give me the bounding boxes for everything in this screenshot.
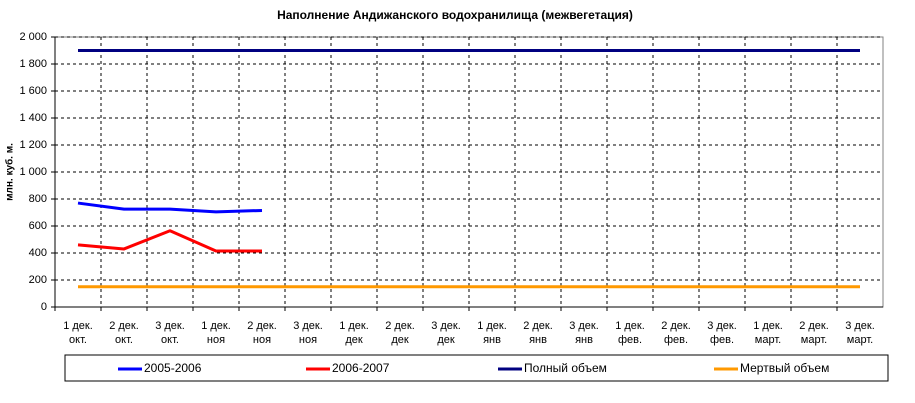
x-tick-label: 3 дек.	[569, 320, 599, 332]
y-tick-label: 1 800	[19, 58, 47, 70]
x-tick-label: фев.	[664, 334, 688, 346]
x-tick-label: 1 дек.	[63, 320, 93, 332]
x-tick-label: окт.	[115, 334, 133, 346]
x-tick-label: дек	[391, 334, 409, 346]
legend-label: Полный объем	[524, 361, 607, 375]
x-tick-label: фев.	[710, 334, 734, 346]
x-tick-label: 3 дек.	[431, 320, 461, 332]
y-tick-label: 800	[29, 193, 47, 205]
x-tick-label: фев.	[618, 334, 642, 346]
x-tick-label: дек	[437, 334, 455, 346]
x-tick-label: янв	[529, 334, 547, 346]
legend-label: Мертвый объем	[740, 361, 829, 375]
x-tick-label: 2 дек.	[523, 320, 553, 332]
x-tick-label: 1 дек.	[615, 320, 645, 332]
x-tick-label: 2 дек.	[799, 320, 829, 332]
x-tick-label: ноя	[207, 334, 225, 346]
y-tick-label: 2 000	[19, 31, 47, 43]
x-tick-label: 1 дек.	[339, 320, 369, 332]
x-tick-label: 3 дек.	[293, 320, 323, 332]
legend-label: 2005-2006	[144, 361, 202, 375]
x-tick-label: окт.	[69, 334, 87, 346]
y-tick-label: 1 400	[19, 112, 47, 124]
x-tick-label: 2 дек.	[661, 320, 691, 332]
chart-title: Наполнение Андижанского водохранилища (м…	[277, 8, 633, 22]
series-line	[77, 229, 262, 253]
x-tick-label: 1 дек.	[201, 320, 231, 332]
y-axis-label: млн. куб. м.	[4, 143, 16, 201]
x-tick-label: 3 дек.	[845, 320, 875, 332]
x-tick-label: март.	[847, 334, 873, 346]
x-tick-label: ноя	[253, 334, 271, 346]
x-tick-label: янв	[483, 334, 501, 346]
x-tick-label: дек	[345, 334, 363, 346]
x-tick-label: 3 дек.	[155, 320, 185, 332]
x-tick-label: 2 дек.	[109, 320, 139, 332]
y-tick-label: 0	[41, 301, 47, 313]
x-tick-label: 2 дек.	[247, 320, 277, 332]
series-line	[77, 201, 263, 214]
y-tick-label: 400	[29, 247, 47, 259]
x-tick-label: 1 дек.	[477, 320, 507, 332]
legend-label: 2006-2007	[332, 361, 390, 375]
x-tick-label: окт.	[161, 334, 179, 346]
x-tick-label: 1 дек.	[753, 320, 783, 332]
y-tick-label: 200	[29, 274, 47, 286]
y-tick-label: 1 000	[19, 166, 47, 178]
x-tick-label: март.	[755, 334, 781, 346]
y-tick-label: 1 600	[19, 85, 47, 97]
y-tick-label: 1 200	[19, 139, 47, 151]
x-tick-label: 2 дек.	[385, 320, 415, 332]
x-tick-label: ноя	[299, 334, 317, 346]
x-tick-label: март.	[801, 334, 827, 346]
x-tick-label: янв	[575, 334, 593, 346]
y-tick-label: 600	[29, 220, 47, 232]
x-tick-label: 3 дек.	[707, 320, 737, 332]
legend-box	[64, 354, 889, 382]
